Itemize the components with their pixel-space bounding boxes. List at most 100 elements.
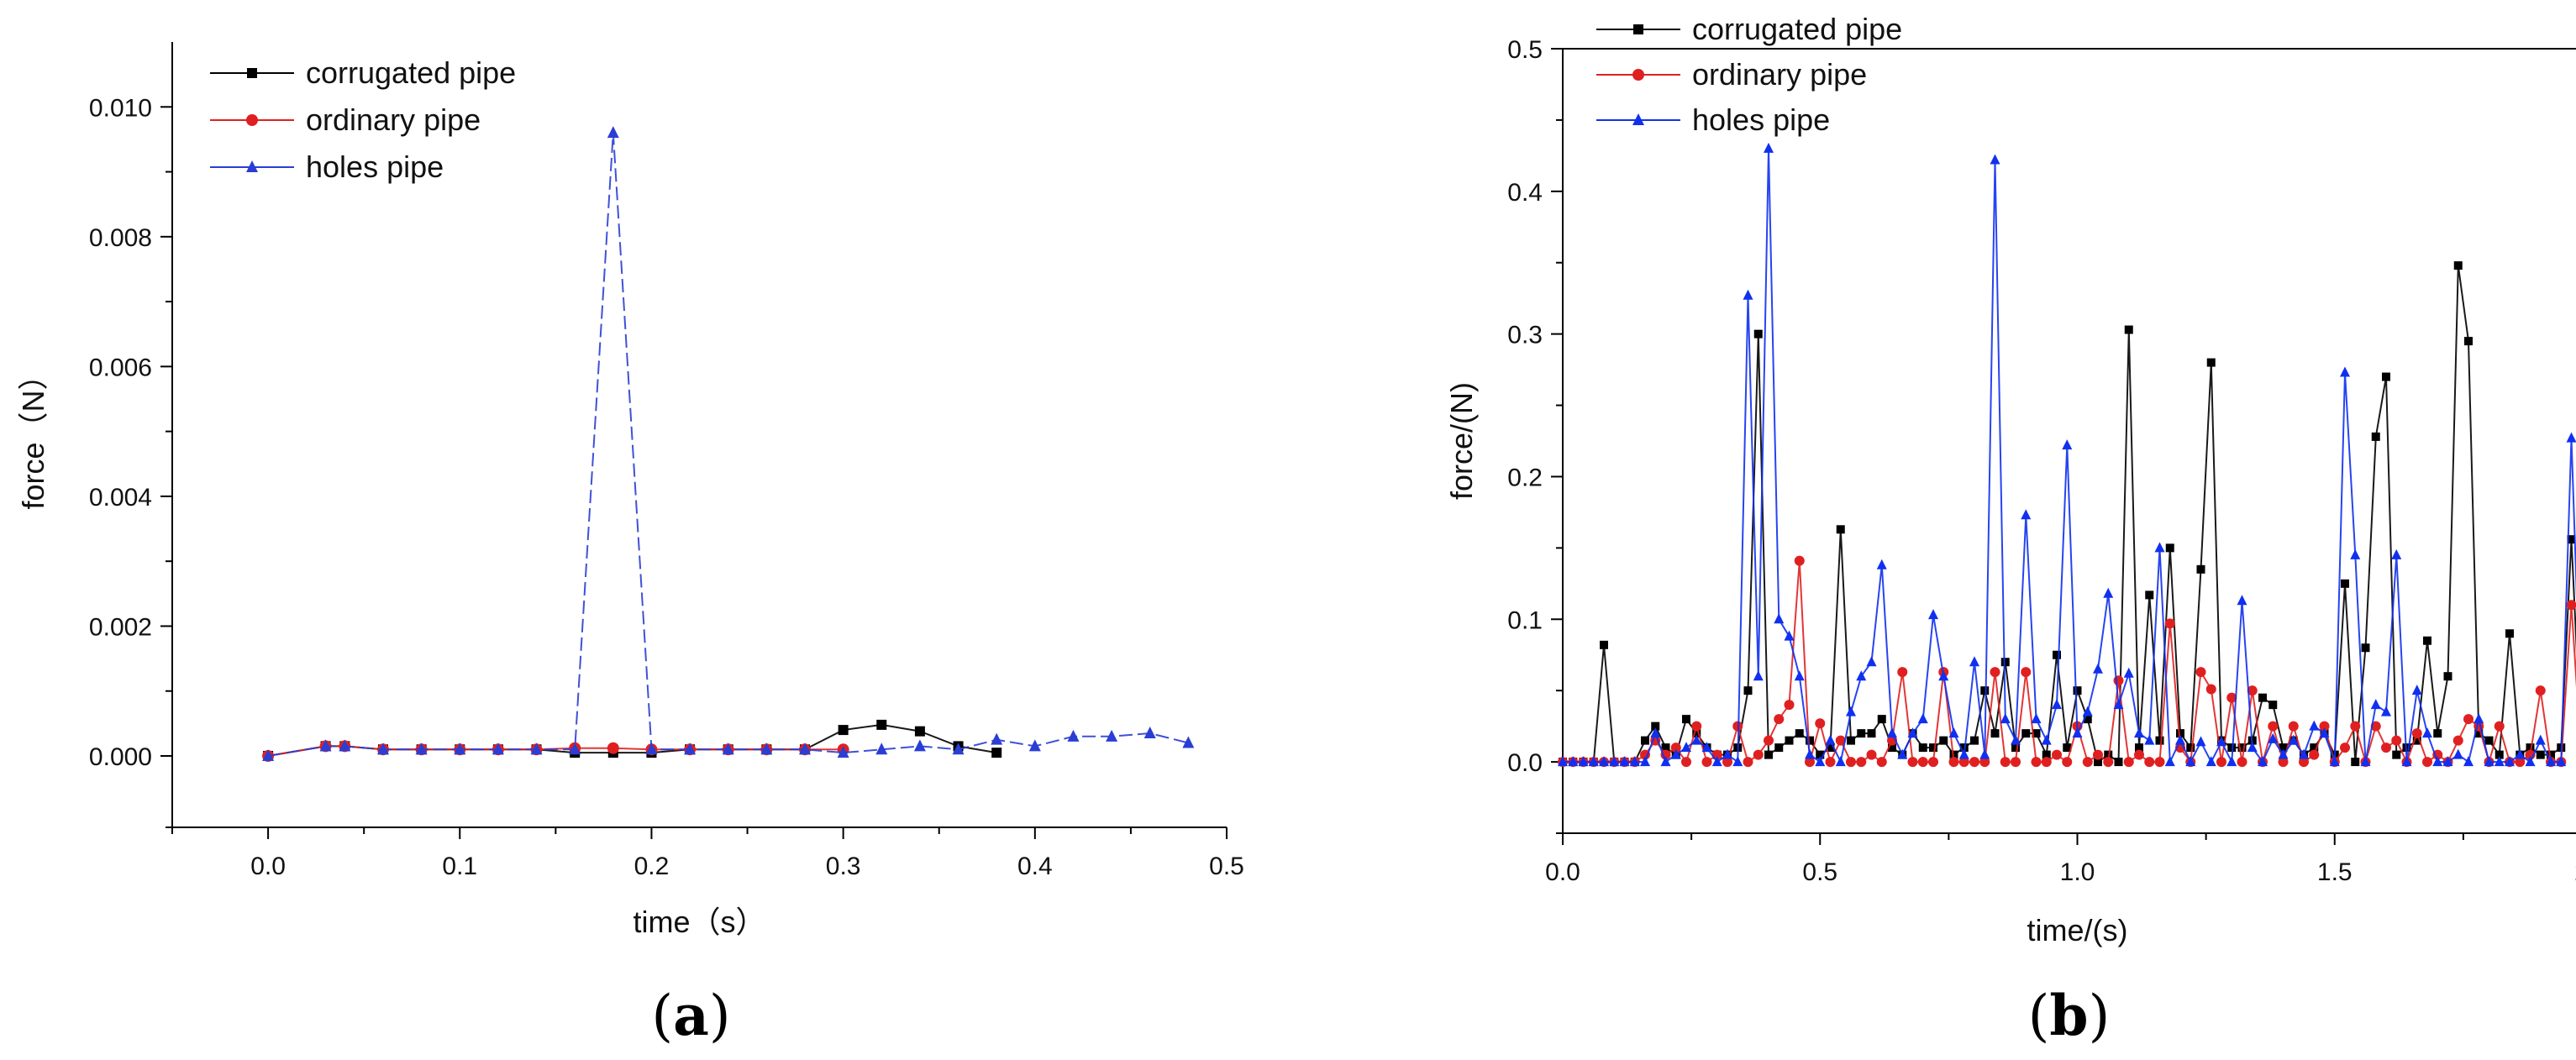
data-point [2484,736,2494,745]
data-point [1846,706,1856,716]
data-point [1836,525,1845,534]
data-point [1856,757,1867,768]
data-point [2288,721,2299,732]
data-point [1846,757,1856,768]
data-point [2093,663,2103,674]
data-point [2546,756,2556,767]
data-point [991,732,1003,745]
y-tick-label: 0.4 [1507,179,1543,207]
data-point [1732,756,1743,767]
data-point [2041,734,2052,745]
data-point [2268,701,2278,710]
data-point [2484,756,2495,767]
data-point [2083,715,2092,724]
data-point [1692,729,1701,738]
series-corrugated-pipe [1559,261,2576,767]
y-tick-label: 0.006 [89,354,152,381]
series-ordinary-pipe [1558,555,2576,768]
data-point [2442,756,2453,767]
data-point [1826,743,1835,753]
data-point [1028,739,1041,752]
data-point [1887,727,1897,738]
x-tick-label: 0.5 [1802,858,1837,886]
data-point [1701,757,1712,768]
data-point [1938,670,1949,681]
legend-label: corrugated pipe [306,55,516,90]
data-point [1888,743,1896,753]
data-point [2268,721,2279,732]
data-point [2423,636,2431,645]
series-holes-pipe [262,126,1195,761]
data-point [2145,590,2154,600]
data-point [2052,699,2062,710]
data-point [1857,729,1866,738]
data-point [2041,757,2052,768]
data-point [1722,748,1732,759]
data-point [2494,756,2505,767]
data-point [377,743,389,755]
data-point [2021,729,2031,738]
data-point [2411,685,2422,695]
data-point [1764,735,1774,746]
legend-marker [246,160,258,172]
data-point [2103,757,2114,768]
data-point [2391,735,2402,746]
data-point [2206,358,2216,367]
x-axis-title: time（s） [633,905,765,939]
data-point [1815,718,1826,729]
data-point [2154,757,2165,768]
x-axis-title: time/(s) [2027,913,2128,947]
series-line [1563,560,2576,765]
data-point [1774,743,1784,753]
data-point [1609,756,1620,767]
data-point [2319,721,2330,732]
data-point [2164,618,2175,629]
data-point [1681,742,1691,753]
data-point [1651,722,1660,731]
data-point [2350,548,2361,559]
data-point [2361,643,2370,653]
data-point [2381,706,2391,716]
data-point [1691,734,1702,745]
data-point [2042,750,2051,759]
y-tick-label: 0.008 [89,224,152,252]
axes-b: 0.0 0.5 1.0 1.5 2.0 0.0 0.1 0.2 0.3 0.4 0.5 [1507,36,2576,886]
data-point [492,743,504,755]
data-point [2340,366,2350,377]
data-point [2082,757,2093,768]
legend-b: corrugated pipe ordinary pipe holes pipe [1596,12,1902,137]
data-point [607,126,619,139]
data-point [1743,686,1753,695]
data-point [2567,535,2576,544]
data-point [1876,559,1887,569]
data-point [1640,756,1650,767]
legend-label: holes pipe [1692,102,1830,137]
y-tick-label: 0.1 [1507,606,1543,634]
data-point [2453,261,2463,270]
data-point [2216,757,2226,768]
x-tick-label: 1.5 [2317,858,2353,886]
legend-label: ordinary pipe [1692,57,1867,92]
data-point [1980,686,1990,695]
plot-frame [1562,48,2576,834]
data-point [1578,756,1589,767]
data-point [1897,748,1908,759]
data-point [2021,509,2032,520]
panel-label: (a) [651,983,730,1048]
legend-label: ordinary pipe [306,102,481,137]
data-point [1764,142,1774,153]
data-point [1670,748,1681,759]
data-point [2566,600,2576,611]
data-point [2011,743,2020,753]
data-point [2392,750,2401,759]
data-point [2195,667,2206,678]
data-point [1939,736,1948,745]
legend-marker [1633,24,1643,34]
data-point [1917,713,1928,724]
x-tick-label: 0.0 [1545,858,1580,886]
data-point [1877,715,1886,724]
data-point [837,746,849,758]
legend-marker [1632,113,1644,125]
data-point [914,726,925,737]
data-point [1743,757,1753,768]
